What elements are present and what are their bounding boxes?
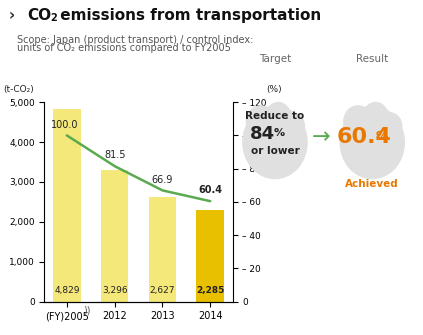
Text: 2,627: 2,627: [150, 286, 175, 295]
Text: 60.4: 60.4: [336, 127, 391, 147]
Text: 100.0: 100.0: [51, 120, 78, 130]
Text: %: %: [376, 130, 388, 143]
Text: 3,296: 3,296: [102, 286, 127, 295]
Text: emissions from transportation: emissions from transportation: [55, 8, 321, 23]
Text: ›: ›: [8, 8, 15, 23]
Text: (t-CO₂): (t-CO₂): [3, 85, 34, 94]
Bar: [148, 197, 176, 302]
Bar: [101, 170, 129, 302]
Text: 84: 84: [250, 125, 275, 143]
Text: %: %: [274, 128, 285, 138]
Text: 4,829: 4,829: [54, 286, 80, 295]
Text: Scope: Japan (product transport) / control index:: Scope: Japan (product transport) / contr…: [17, 35, 253, 45]
Text: Achieved: Achieved: [345, 179, 399, 189]
Text: )): )): [84, 306, 91, 316]
Text: (%): (%): [266, 85, 282, 94]
Text: 60.4: 60.4: [198, 185, 222, 195]
Text: Target: Target: [259, 54, 291, 64]
Text: 66.9: 66.9: [152, 175, 173, 185]
Text: CO: CO: [27, 8, 52, 23]
Bar: [53, 109, 81, 302]
Bar: [196, 210, 224, 302]
Text: Result: Result: [356, 54, 388, 64]
Text: 2,285: 2,285: [196, 286, 225, 295]
Text: or lower: or lower: [250, 146, 299, 156]
Text: units of CO₂ emissions compared to FY2005: units of CO₂ emissions compared to FY200…: [17, 43, 231, 53]
Text: →: →: [312, 127, 331, 147]
Text: 2: 2: [50, 13, 57, 23]
Text: Reduce to: Reduce to: [245, 111, 305, 121]
Text: 81.5: 81.5: [104, 150, 125, 160]
